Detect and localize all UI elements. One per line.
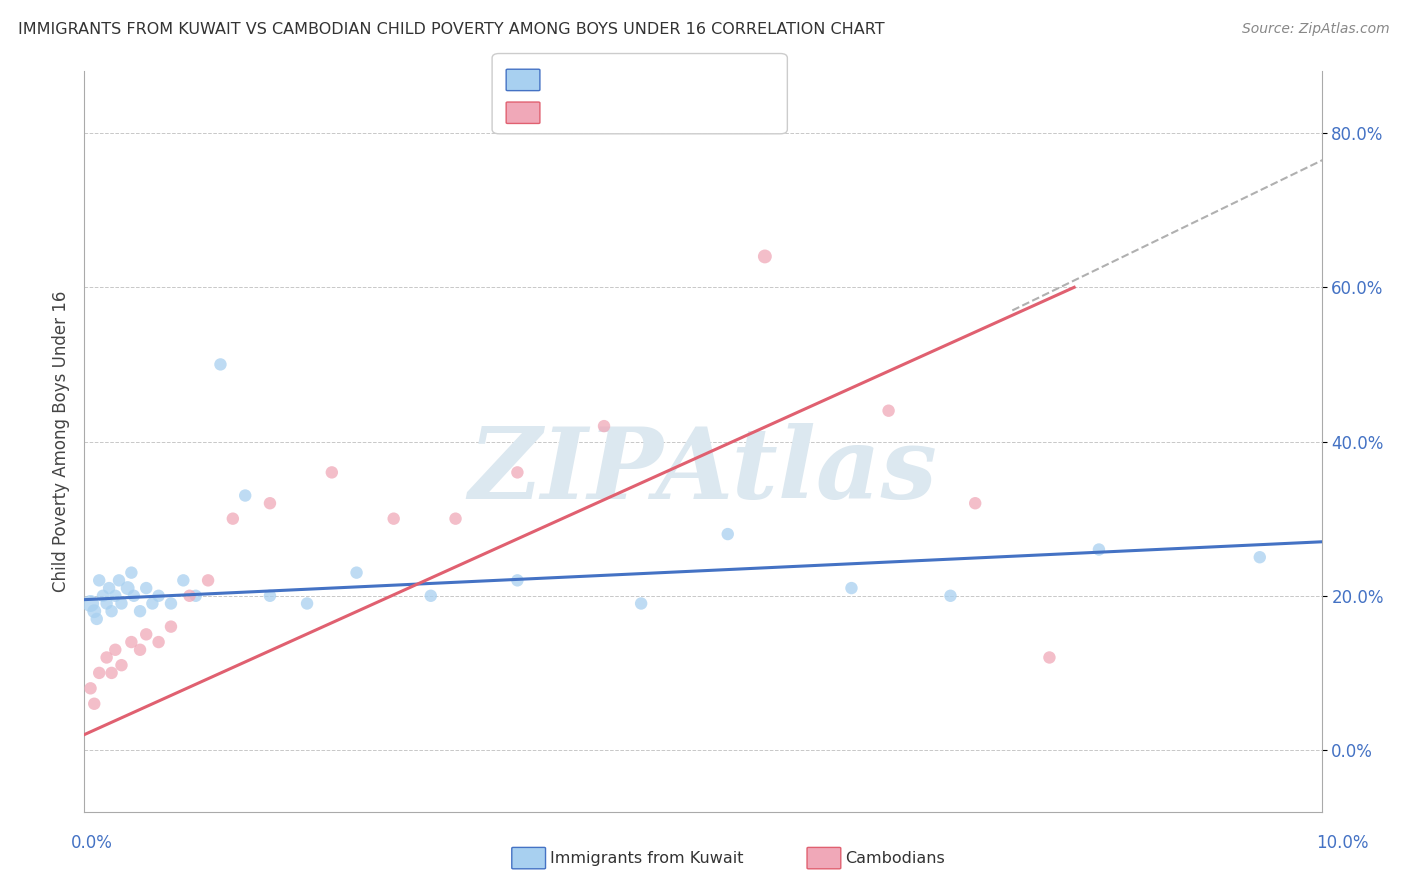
Point <box>222 511 245 525</box>
Point <box>91 589 114 603</box>
Text: ZIPAtlas: ZIPAtlas <box>468 423 938 519</box>
Point <box>110 658 132 673</box>
Point <box>108 574 131 588</box>
Point <box>135 581 157 595</box>
Text: N =: N = <box>645 105 692 120</box>
Point <box>141 597 163 611</box>
Point <box>129 604 152 618</box>
Point <box>148 589 170 603</box>
Point <box>444 511 467 525</box>
Point <box>120 635 142 649</box>
Point <box>506 574 529 588</box>
Point <box>117 581 139 595</box>
Point <box>630 597 652 611</box>
Point <box>160 597 183 611</box>
Point <box>382 511 405 525</box>
Point <box>100 665 122 680</box>
Point <box>79 681 101 696</box>
Text: 0.178: 0.178 <box>592 72 643 87</box>
Point <box>197 574 219 588</box>
Text: N =: N = <box>645 72 692 87</box>
Point <box>506 466 529 480</box>
Point <box>122 589 145 603</box>
Point <box>98 581 121 595</box>
Point <box>96 650 118 665</box>
Point <box>717 527 740 541</box>
Point <box>104 589 127 603</box>
Point <box>346 566 368 580</box>
Point <box>89 665 111 680</box>
Point <box>259 589 281 603</box>
Point <box>841 581 863 595</box>
Text: 0.793: 0.793 <box>592 105 643 120</box>
Point <box>593 419 616 434</box>
Point <box>86 612 108 626</box>
Point <box>965 496 987 510</box>
Point <box>83 697 105 711</box>
Point <box>1249 550 1271 565</box>
Text: 34: 34 <box>697 72 720 87</box>
Point <box>295 597 318 611</box>
Point <box>129 642 152 657</box>
Point <box>179 589 201 603</box>
Y-axis label: Child Poverty Among Boys Under 16: Child Poverty Among Boys Under 16 <box>52 291 70 592</box>
Point <box>259 496 281 510</box>
Point <box>148 635 170 649</box>
Point <box>1038 650 1060 665</box>
Text: R =: R = <box>550 105 585 120</box>
Point <box>877 403 900 417</box>
Text: 0.0%: 0.0% <box>70 834 112 852</box>
Point <box>419 589 441 603</box>
Point <box>754 250 776 264</box>
Point <box>939 589 962 603</box>
Point <box>160 620 183 634</box>
Text: 25: 25 <box>697 105 720 120</box>
Text: 10.0%: 10.0% <box>1316 834 1369 852</box>
Point <box>184 589 207 603</box>
Point <box>83 604 105 618</box>
Point <box>110 597 132 611</box>
Text: R =: R = <box>550 72 585 87</box>
Point <box>104 642 127 657</box>
Point <box>79 597 101 611</box>
Point <box>120 566 142 580</box>
Point <box>1088 542 1111 557</box>
Point <box>96 597 118 611</box>
Point <box>209 358 232 372</box>
Point <box>100 604 122 618</box>
Point <box>172 574 194 588</box>
Text: IMMIGRANTS FROM KUWAIT VS CAMBODIAN CHILD POVERTY AMONG BOYS UNDER 16 CORRELATIO: IMMIGRANTS FROM KUWAIT VS CAMBODIAN CHIL… <box>18 22 884 37</box>
Text: Immigrants from Kuwait: Immigrants from Kuwait <box>550 851 744 865</box>
Point <box>135 627 157 641</box>
Point <box>321 466 343 480</box>
Text: Cambodians: Cambodians <box>845 851 945 865</box>
Text: Source: ZipAtlas.com: Source: ZipAtlas.com <box>1241 22 1389 37</box>
Point <box>89 574 111 588</box>
Point <box>233 489 256 503</box>
